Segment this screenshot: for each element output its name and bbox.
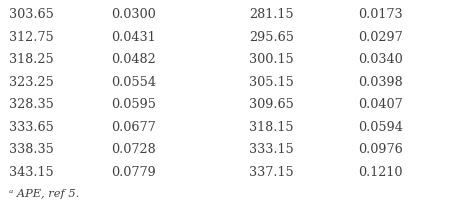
Text: 338.35: 338.35 bbox=[9, 142, 55, 155]
Text: 281.15: 281.15 bbox=[249, 8, 293, 21]
Text: 0.0677: 0.0677 bbox=[111, 120, 156, 133]
Text: 309.65: 309.65 bbox=[249, 98, 294, 111]
Text: 328.35: 328.35 bbox=[9, 98, 55, 111]
Text: 312.75: 312.75 bbox=[9, 30, 54, 43]
Text: 333.15: 333.15 bbox=[249, 142, 293, 155]
Text: 0.0594: 0.0594 bbox=[358, 120, 403, 133]
Text: 0.1210: 0.1210 bbox=[358, 165, 402, 178]
Text: 333.65: 333.65 bbox=[9, 120, 55, 133]
Text: 323.25: 323.25 bbox=[9, 75, 55, 88]
Text: 0.0173: 0.0173 bbox=[358, 8, 402, 21]
Text: 337.15: 337.15 bbox=[249, 165, 293, 178]
Text: 0.0595: 0.0595 bbox=[111, 98, 156, 111]
Text: 300.15: 300.15 bbox=[249, 53, 293, 66]
Text: 295.65: 295.65 bbox=[249, 30, 294, 43]
Text: 0.0398: 0.0398 bbox=[358, 75, 402, 88]
Text: 0.0482: 0.0482 bbox=[111, 53, 156, 66]
Text: 318.25: 318.25 bbox=[9, 53, 54, 66]
Text: 303.65: 303.65 bbox=[9, 8, 55, 21]
Text: 0.0431: 0.0431 bbox=[111, 30, 156, 43]
Text: 0.0779: 0.0779 bbox=[111, 165, 156, 178]
Text: 318.15: 318.15 bbox=[249, 120, 293, 133]
Text: 0.0340: 0.0340 bbox=[358, 53, 402, 66]
Text: 0.0976: 0.0976 bbox=[358, 142, 402, 155]
Text: 0.0728: 0.0728 bbox=[111, 142, 156, 155]
Text: 0.0554: 0.0554 bbox=[111, 75, 156, 88]
Text: 305.15: 305.15 bbox=[249, 75, 294, 88]
Text: 0.0297: 0.0297 bbox=[358, 30, 402, 43]
Text: 343.15: 343.15 bbox=[9, 165, 54, 178]
Text: ᵃ APE, ref 5.: ᵃ APE, ref 5. bbox=[9, 188, 80, 198]
Text: 0.0407: 0.0407 bbox=[358, 98, 402, 111]
Text: 0.0300: 0.0300 bbox=[111, 8, 156, 21]
